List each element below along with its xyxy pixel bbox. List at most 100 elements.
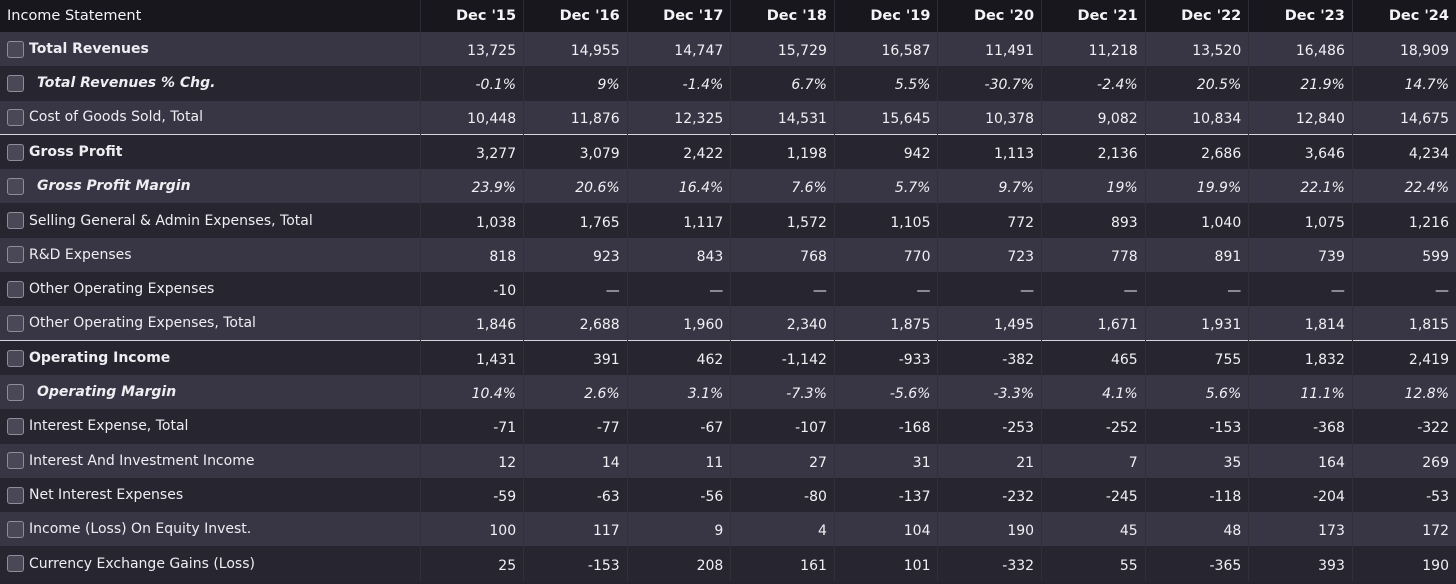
value-cell: 1,960 bbox=[626, 306, 731, 341]
table-row[interactable]: Interest And Investment Income 12 14 11 27 31… bbox=[0, 443, 1456, 478]
value-cell: 11.1% bbox=[1248, 374, 1353, 410]
checkbox-icon[interactable] bbox=[7, 246, 24, 264]
value-cell: 1,765 bbox=[523, 203, 628, 238]
value-cell: -332 bbox=[937, 546, 1042, 581]
value-cell: 208 bbox=[626, 546, 731, 581]
checkbox-icon[interactable] bbox=[7, 452, 24, 470]
value-cell: 14 bbox=[523, 443, 628, 478]
row-label-cell: Interest And Investment Income bbox=[0, 444, 420, 478]
value-cell: -5.6% bbox=[833, 374, 938, 410]
checkbox-icon[interactable] bbox=[7, 108, 24, 126]
value-cell: 10.4% bbox=[419, 374, 524, 410]
table-row[interactable]: Net Interest Expenses -59 -63 -56 -80 -137 -23… bbox=[0, 477, 1456, 513]
table-row[interactable]: Selling General & Admin Expenses, Total 1… bbox=[0, 203, 1456, 238]
value-cell: 12 bbox=[419, 443, 524, 478]
table-row[interactable]: Gross Profit 3,277 3,079 2,422 1,198 942 1,113… bbox=[0, 134, 1456, 170]
value-cell: 12,325 bbox=[626, 100, 731, 135]
checkbox-icon[interactable] bbox=[7, 280, 24, 298]
table-row[interactable]: Other Operating Expenses -10— — — — — — — — — bbox=[0, 272, 1456, 307]
value-cell: 1,875 bbox=[833, 306, 938, 341]
table-row[interactable]: Income (Loss) On Equity Invest. 100 117 9 4 1… bbox=[0, 512, 1456, 547]
value-cell: — bbox=[833, 272, 938, 307]
value-cell: -53 bbox=[1351, 477, 1456, 513]
checkbox-icon[interactable] bbox=[7, 555, 24, 573]
checkbox-icon[interactable] bbox=[7, 349, 24, 367]
row-label-cell: Net Interest Expenses bbox=[0, 478, 420, 512]
table-row[interactable]: R&D Expenses 818 923 843 768 770 723 778 891 739 5… bbox=[0, 237, 1456, 273]
table-row[interactable]: Operating Income 1,431 391 462 -1,142 -933 -38… bbox=[0, 340, 1456, 375]
value-cell: 4,234 bbox=[1351, 134, 1456, 170]
value-cell: 770 bbox=[833, 237, 938, 273]
value-cell: 190 bbox=[937, 512, 1042, 547]
checkbox-icon[interactable] bbox=[7, 212, 24, 230]
value-cell: 10,378 bbox=[937, 100, 1042, 135]
value-cell: 778 bbox=[1041, 237, 1146, 273]
table-row[interactable]: Gross Profit Margin 23.9% 20.6% 16.4% 7.6% 5.… bbox=[0, 169, 1456, 204]
column-header[interactable]: Dec '16 bbox=[523, 0, 628, 32]
checkbox-icon[interactable] bbox=[7, 417, 24, 435]
value-cell: 11,491 bbox=[937, 32, 1042, 67]
checkbox-icon[interactable] bbox=[7, 40, 24, 58]
column-header[interactable]: Dec '21 bbox=[1041, 0, 1146, 32]
checkbox-icon[interactable] bbox=[7, 143, 24, 161]
value-cell: 20.5% bbox=[1144, 66, 1249, 101]
checkbox-icon[interactable] bbox=[7, 383, 24, 401]
checkbox-icon[interactable] bbox=[7, 486, 24, 504]
row-label: Operating Margin bbox=[37, 384, 177, 401]
value-cell: -1.4% bbox=[626, 66, 731, 101]
value-cell: 3,079 bbox=[523, 134, 628, 170]
value-cell: 599 bbox=[1351, 237, 1456, 273]
value-cell: 4.1% bbox=[1041, 374, 1146, 410]
table-row[interactable]: Cost of Goods Sold, Total 10,448 11,876 12,… bbox=[0, 100, 1456, 135]
value-cell: — bbox=[1248, 272, 1353, 307]
value-cell: -56 bbox=[626, 477, 731, 513]
column-header[interactable]: Dec '15 bbox=[419, 0, 524, 32]
checkbox-icon[interactable] bbox=[7, 74, 24, 92]
row-label-cell: Other Operating Expenses, Total bbox=[0, 306, 420, 340]
column-header[interactable]: Dec '24 bbox=[1351, 0, 1456, 32]
table-row[interactable]: Interest Expense, Total -71 -77 -67 -107 -168… bbox=[0, 409, 1456, 444]
table-row[interactable]: Operating Margin 10.4% 2.6% 3.1% -7.3% -5.6% -… bbox=[0, 374, 1456, 410]
value-cell: 739 bbox=[1248, 237, 1353, 273]
column-header[interactable]: Dec '19 bbox=[833, 0, 938, 32]
value-cell: 19% bbox=[1041, 169, 1146, 204]
checkbox-icon[interactable] bbox=[7, 314, 24, 332]
value-cell: 893 bbox=[1041, 203, 1146, 238]
column-header[interactable]: Dec '22 bbox=[1144, 0, 1249, 32]
table-row[interactable]: Currency Exchange Gains (Loss) 25 -153 208 1… bbox=[0, 546, 1456, 581]
value-cell: 2,340 bbox=[730, 306, 835, 341]
table-row[interactable]: Total Revenues % Chg. -0.1% 9% -1.4% 6.7% 5.5… bbox=[0, 66, 1456, 101]
value-cell: -1,142 bbox=[730, 340, 835, 375]
value-cell: 14,747 bbox=[626, 32, 731, 67]
value-cell: 12.8% bbox=[1351, 374, 1456, 410]
row-label: Other Operating Expenses, Total bbox=[29, 315, 256, 332]
column-header[interactable]: Dec '17 bbox=[626, 0, 731, 32]
checkbox-icon[interactable] bbox=[7, 177, 24, 195]
row-label: Currency Exchange Gains (Loss) bbox=[29, 555, 255, 572]
row-label: Interest And Investment Income bbox=[29, 452, 255, 469]
value-cell: 3,277 bbox=[419, 134, 524, 170]
row-label-cell: R&D Expenses bbox=[0, 238, 420, 272]
row-label: Other Operating Expenses bbox=[29, 281, 215, 298]
value-cell: 1,198 bbox=[730, 134, 835, 170]
column-header[interactable]: Dec '18 bbox=[730, 0, 835, 32]
value-cell: -365 bbox=[1144, 546, 1249, 581]
value-cell: 393 bbox=[1248, 546, 1353, 581]
value-cell: 3,646 bbox=[1248, 134, 1353, 170]
row-label: Gross Profit Margin bbox=[37, 178, 191, 195]
value-cell: 768 bbox=[730, 237, 835, 273]
column-header[interactable]: Dec '23 bbox=[1248, 0, 1353, 32]
value-cell: -933 bbox=[833, 340, 938, 375]
checkbox-icon[interactable] bbox=[7, 520, 24, 538]
table-row[interactable]: Total Revenues 13,725 14,955 14,747 15,729 16… bbox=[0, 32, 1456, 67]
table-row[interactable]: Other Operating Expenses, Total 1,846 2,68… bbox=[0, 306, 1456, 341]
row-label-cell: Income (Loss) On Equity Invest. bbox=[0, 512, 420, 546]
value-cell: 891 bbox=[1144, 237, 1249, 273]
value-cell: 190 bbox=[1351, 546, 1456, 581]
value-cell: -153 bbox=[523, 546, 628, 581]
value-cell: -0.1% bbox=[419, 66, 524, 101]
value-cell: — bbox=[1144, 272, 1249, 307]
column-header[interactable]: Dec '20 bbox=[937, 0, 1042, 32]
value-cell: -232 bbox=[937, 477, 1042, 513]
